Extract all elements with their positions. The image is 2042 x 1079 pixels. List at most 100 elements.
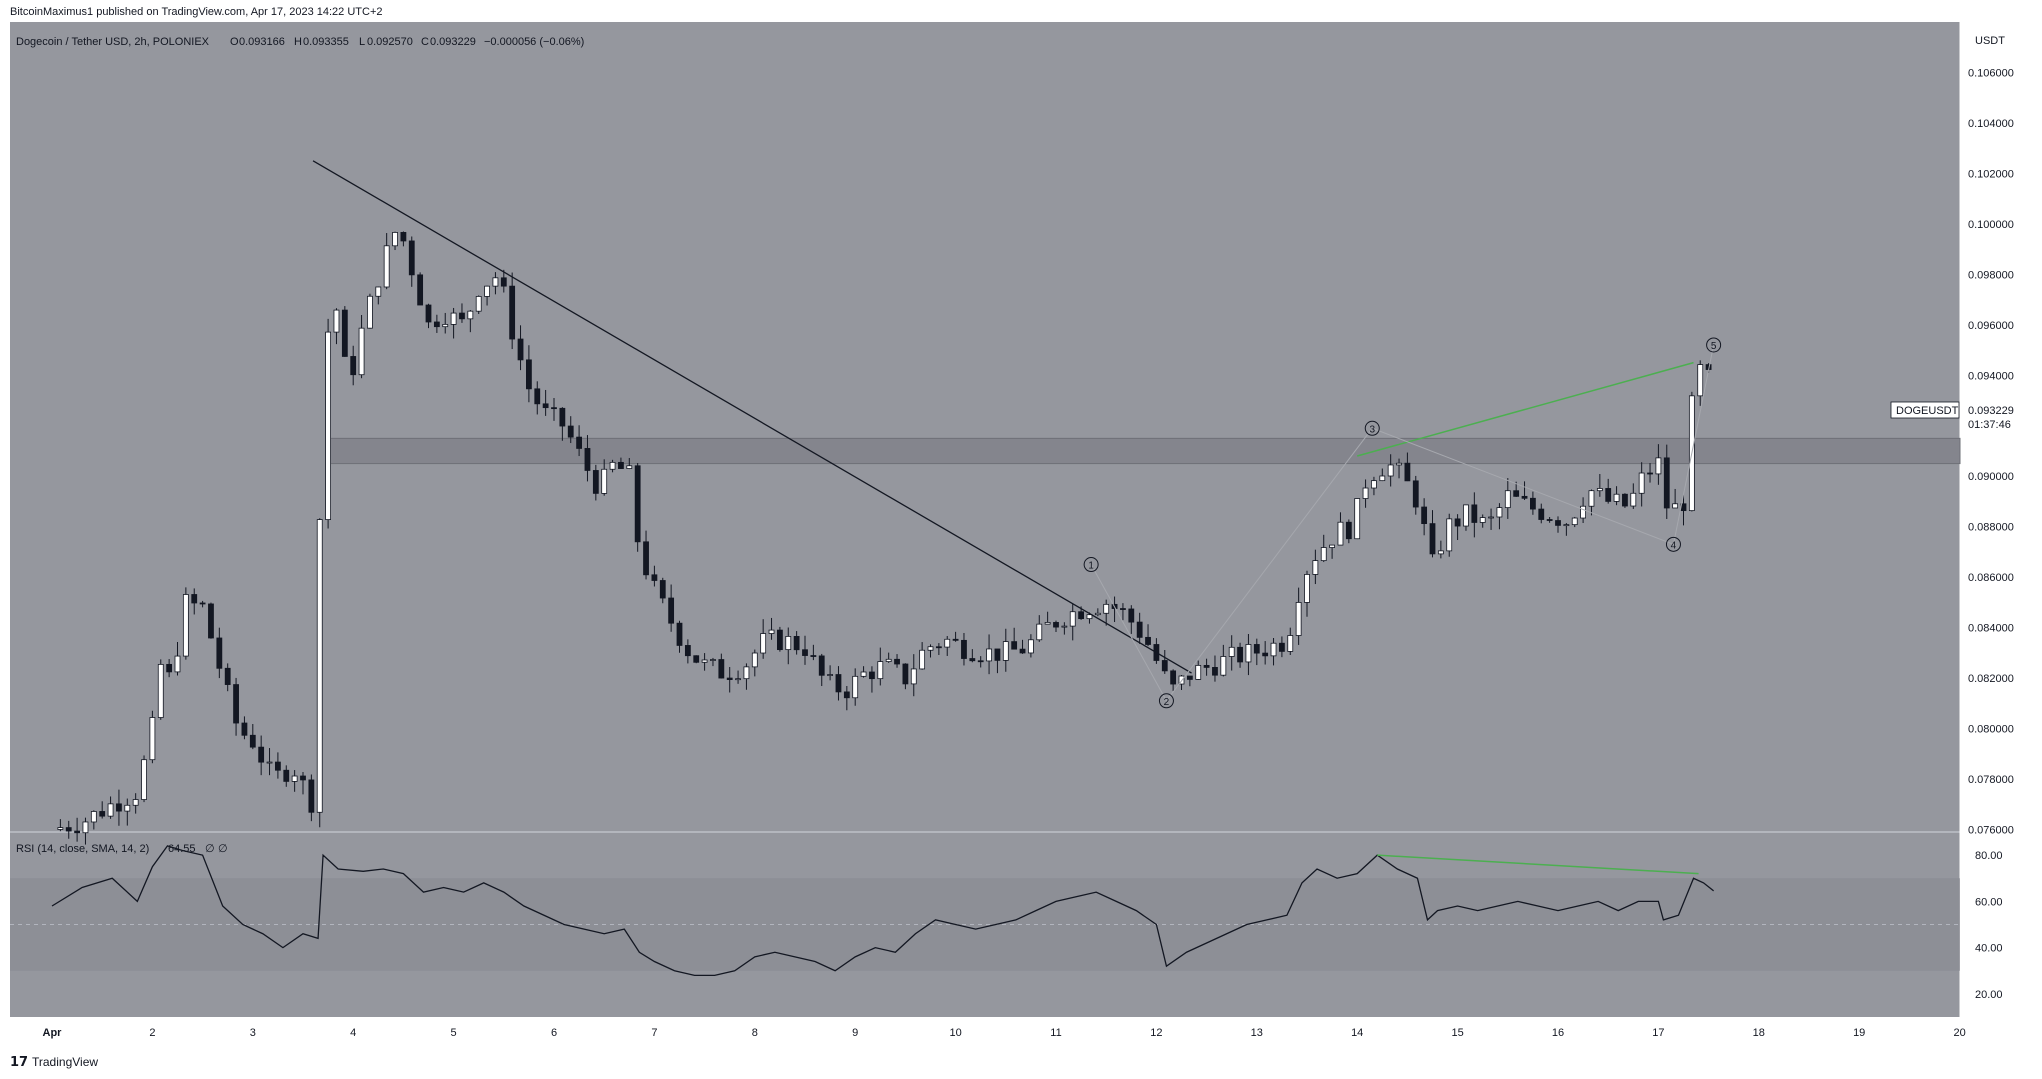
candle-body (1161, 660, 1168, 672)
candle-body (777, 629, 783, 651)
time-axis-bg (0, 1017, 2042, 1079)
candle-body (283, 769, 290, 782)
candle-body (233, 684, 239, 724)
candle-body (860, 671, 867, 677)
candle-body (1329, 544, 1335, 548)
candle-body (1362, 487, 1369, 499)
candle-body (1019, 648, 1026, 654)
price-badge-price: 0.093229 (1968, 405, 2014, 417)
price-tick-label: 0.076000 (1968, 824, 2014, 836)
wave-circle (1665, 536, 1681, 552)
candle-body (291, 775, 298, 782)
time-tick-label: 9 (852, 1027, 858, 1039)
candle-body (902, 663, 909, 685)
candle-body (1270, 642, 1277, 657)
price-badge-box (1962, 401, 2028, 433)
price-divergence-line[interactable] (1356, 361, 1694, 457)
candle-body (768, 629, 775, 634)
time-tick-label: 15 (1451, 1027, 1463, 1039)
candle-body (986, 648, 992, 662)
candle-body (1446, 518, 1453, 552)
candle-body (1011, 641, 1018, 650)
candle-body (751, 652, 758, 668)
ohlc-c-value: 0.093229 (430, 36, 476, 48)
candle-body (1638, 472, 1645, 494)
candle-body (1647, 472, 1653, 475)
price-tick-label: 0.086000 (1968, 572, 2014, 584)
wave-number: 2 (1164, 697, 1170, 708)
candle-body (1078, 611, 1084, 620)
candle-body (433, 321, 440, 328)
price-tick-label: 0.106000 (1968, 67, 2014, 79)
candle-body (835, 674, 842, 693)
candle-body (701, 659, 708, 663)
candle-body (316, 519, 323, 813)
candle-body (1479, 517, 1486, 523)
candle-body (1136, 621, 1143, 638)
currency-label: USDT (1975, 35, 2005, 47)
rsi-tick-label: 80.00 (1975, 850, 2003, 862)
rsi-label[interactable]: RSI (14, close, SMA, 14, 2) (16, 843, 149, 855)
price-tick-label: 0.090000 (1968, 471, 2014, 483)
ohlc-h-value: 0.093355 (303, 36, 349, 48)
price-tick-label: 0.078000 (1968, 774, 2014, 786)
candle-body (208, 603, 214, 639)
candle-body (375, 286, 382, 297)
candle-body (1354, 498, 1361, 540)
wave-label-1: 1 (1083, 557, 1099, 573)
candle-body (818, 655, 825, 676)
time-tick-label: 16 (1552, 1027, 1564, 1039)
candle-body (383, 245, 390, 288)
time-tick-label: 6 (551, 1027, 557, 1039)
wave-label-2: 2 (1158, 693, 1174, 709)
candle-body (735, 678, 741, 681)
candle-body (1203, 664, 1210, 668)
descending-trendline[interactable] (312, 160, 1192, 674)
candle-body (1663, 457, 1670, 509)
candle-body (1437, 550, 1444, 555)
candle-body (743, 666, 750, 680)
ohlc-o-value: 0.093166 (239, 36, 285, 48)
candle-body (174, 655, 181, 673)
candle-body (274, 761, 281, 771)
symbol-title[interactable]: Dogecoin / Tether USD, 2h, POLONIEX (16, 36, 210, 48)
price-axis-bg (1960, 22, 2042, 1017)
candle-body (450, 312, 457, 325)
rsi-line (51, 845, 1715, 977)
candle-body (1103, 603, 1110, 614)
time-tick-label: 5 (451, 1027, 457, 1039)
candle-body (1262, 652, 1269, 657)
candle-body (869, 671, 875, 680)
price-tick-label: 0.094000 (1968, 370, 2014, 382)
candle-body (1521, 495, 1528, 499)
rsi-divergence-line[interactable] (1377, 854, 1699, 875)
ohlc-o-label: O (230, 36, 239, 48)
candle-body (116, 803, 122, 812)
time-tick-label: 13 (1251, 1027, 1263, 1039)
candle-body (475, 296, 482, 312)
candle-body (944, 638, 951, 648)
candle-body (1596, 488, 1603, 492)
publisher-line: BitcoinMaximus1 published on TradingView… (10, 6, 383, 18)
candle-body (484, 285, 490, 297)
candle-body (1304, 574, 1310, 603)
rsi-tick-label: 60.00 (1975, 896, 2003, 908)
time-tick-label: 18 (1753, 1027, 1765, 1039)
wave-circle (1364, 420, 1380, 436)
candle-body (927, 646, 934, 651)
candle-body (199, 602, 206, 605)
tradingview-logo[interactable]: 𝟭𝟳 TradingView (10, 1055, 98, 1070)
candle-body (249, 734, 256, 748)
candle-body (1337, 521, 1344, 546)
candle-body (425, 304, 432, 323)
rsi-extra-2: ∅ (218, 843, 228, 855)
candle-body (492, 277, 499, 287)
candle-body (1379, 475, 1386, 482)
candle-body (977, 660, 984, 663)
candle-body (1170, 670, 1177, 685)
candle-body (659, 580, 666, 599)
candle-body (442, 324, 449, 328)
candle-body (74, 830, 80, 834)
candle-body (676, 622, 683, 646)
